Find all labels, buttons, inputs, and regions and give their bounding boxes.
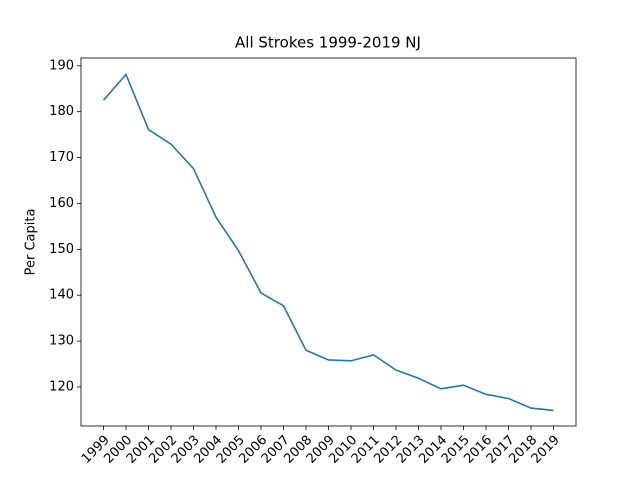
y-tick-label: 160 xyxy=(49,196,74,211)
y-tick-label: 120 xyxy=(49,379,74,394)
y-tick-label: 180 xyxy=(49,104,74,119)
y-tick-label: 150 xyxy=(49,242,74,257)
data-line xyxy=(102,73,554,412)
y-tick-label: 170 xyxy=(49,150,74,165)
y-tick-label: 140 xyxy=(49,288,74,303)
chart-title: All Strokes 1999-2019 NJ xyxy=(235,34,421,52)
y-tick-label: 190 xyxy=(49,58,74,73)
y-axis-label: Per Capita xyxy=(24,209,39,276)
y-tick-label: 130 xyxy=(49,334,74,349)
